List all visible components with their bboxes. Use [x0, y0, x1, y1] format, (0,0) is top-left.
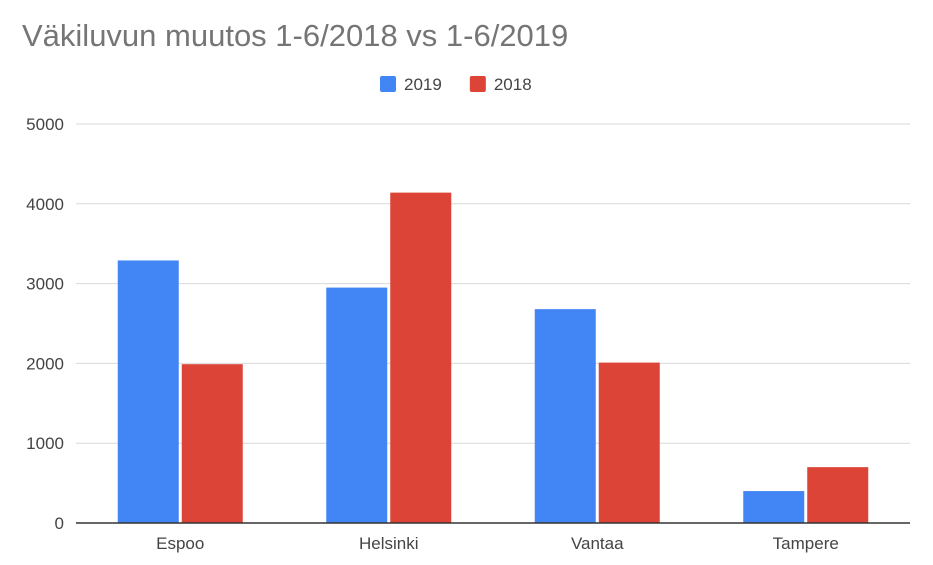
- legend-label: 2019: [404, 75, 442, 94]
- legend-swatch: [380, 76, 396, 92]
- y-tick-label: 2000: [26, 354, 64, 373]
- bar-2019-espoo: [117, 260, 179, 523]
- legend: 2019 2018: [380, 75, 532, 94]
- y-tick-label: 1000: [26, 434, 64, 453]
- bar-2018-espoo: [181, 364, 243, 523]
- x-tick-label: Tampere: [773, 534, 839, 553]
- bar-2018-vantaa: [598, 362, 660, 523]
- x-tick-label: Helsinki: [359, 534, 419, 553]
- y-tick-label: 5000: [26, 115, 64, 134]
- bar-2018-helsinki: [390, 192, 452, 524]
- bars: [117, 192, 869, 524]
- bar-2019-helsinki: [326, 287, 388, 523]
- y-tick-label: 4000: [26, 195, 64, 214]
- bar-2019-vantaa: [534, 309, 596, 523]
- y-tick-label: 0: [55, 514, 64, 533]
- chart-title: Väkiluvun muutos 1-6/2018 vs 1-6/2019: [22, 18, 569, 53]
- axes: 0 1000 2000 3000 4000 5000 Espoo Helsinki Vantaa…: [26, 115, 910, 553]
- bar-2019-tampere: [743, 491, 805, 523]
- bar-2018-tampere: [807, 467, 869, 523]
- y-tick-label: 3000: [26, 275, 64, 294]
- x-tick-label: Vantaa: [571, 534, 624, 553]
- legend-swatch: [469, 76, 486, 92]
- legend-label: 2018: [494, 75, 532, 94]
- x-tick-label: Espoo: [156, 534, 204, 553]
